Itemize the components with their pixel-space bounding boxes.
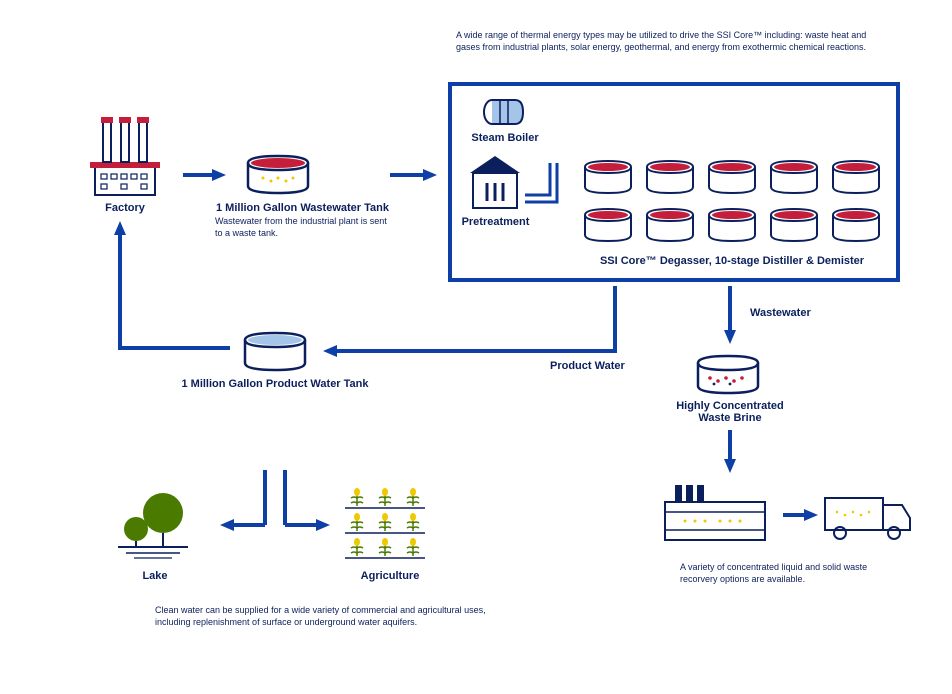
factory-label: Factory xyxy=(85,202,165,214)
arrow-factory-tank xyxy=(178,165,228,185)
wastewater-tank-label: 1 Million Gallon Wastewater Tank xyxy=(215,202,390,214)
product-tank-label: 1 Million Gallon Product Water Tank xyxy=(180,378,370,390)
arrow-split xyxy=(215,465,335,550)
product-tank-icon xyxy=(235,325,315,375)
wastewater-arrow-label: Wastewater xyxy=(750,307,830,319)
brine-tank-icon xyxy=(688,348,768,398)
steam-boiler-label: Steam Boiler xyxy=(465,132,545,144)
pretreatment-icon xyxy=(465,153,525,213)
clean-water-desc: Clean water can be supplied for a wide v… xyxy=(155,605,495,628)
factory-icon xyxy=(85,112,165,197)
arrow-wastewater-down xyxy=(720,286,740,346)
distiller-tanks-icon xyxy=(580,155,890,250)
pretreatment-label: Pretreatment xyxy=(458,216,533,228)
brine-label: Highly Concentrated Waste Brine xyxy=(665,400,795,424)
arrow-brine-down xyxy=(720,430,740,475)
truck-icon xyxy=(822,490,917,545)
top-description: A wide range of thermal energy types may… xyxy=(456,30,886,53)
lake-label: Lake xyxy=(120,570,190,582)
wastewater-tank-desc: Wastewater from the industrial plant is … xyxy=(215,216,395,239)
processing-unit-icon xyxy=(660,480,775,545)
steam-boiler-icon xyxy=(480,95,530,130)
arrow-to-truck xyxy=(780,505,820,525)
ssi-core-label: SSI Core™ Degasser, 10-stage Distiller &… xyxy=(582,255,882,267)
waste-recovery-desc: A variety of concentrated liquid and sol… xyxy=(680,562,905,585)
agriculture-icon xyxy=(345,480,435,565)
wastewater-tank-icon xyxy=(238,148,318,198)
arrow-product-to-factory xyxy=(105,218,235,358)
agriculture-label: Agriculture xyxy=(350,570,430,582)
lake-icon xyxy=(108,485,203,565)
connector-boiler-pretreat xyxy=(520,160,570,210)
product-water-label: Product Water xyxy=(550,360,645,372)
arrow-tank-box xyxy=(385,165,440,185)
